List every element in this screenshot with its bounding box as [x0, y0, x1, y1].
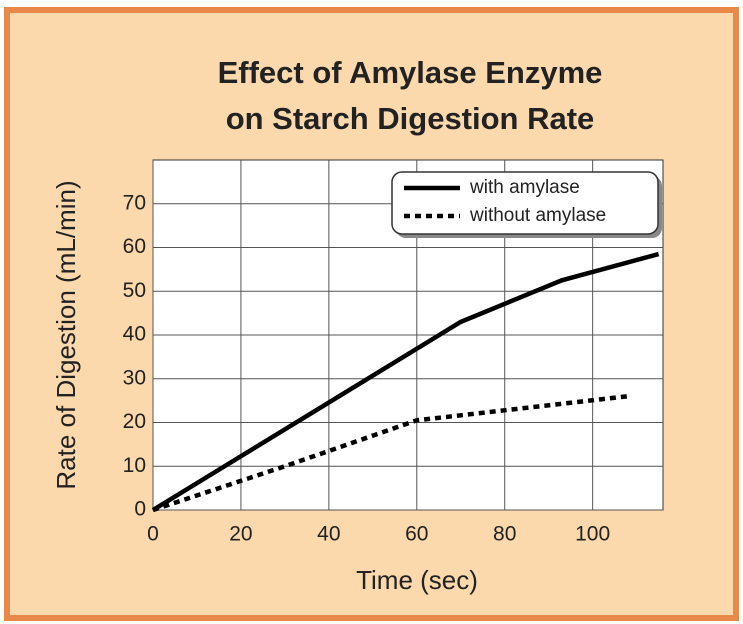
y-axis-label: Rate of Digestion (mL/min)	[51, 180, 81, 489]
data-line	[151, 251, 660, 512]
x-axis-label: Time (sec)	[356, 565, 478, 595]
y-tick-label: 30	[123, 366, 146, 389]
data-line	[152, 394, 629, 513]
x-tick-label: 100	[575, 523, 610, 546]
y-tick-label: 10	[123, 454, 146, 477]
x-tick-label: 20	[229, 523, 252, 546]
x-tick-label: 0	[147, 523, 159, 546]
y-tick-label: 60	[123, 235, 146, 258]
x-tick-label: 40	[317, 523, 340, 546]
y-tick-label: 50	[123, 279, 146, 302]
legend-label: without amylase	[469, 205, 606, 226]
x-tick-label: 80	[493, 523, 516, 546]
chart-title: on Starch Digestion Rate	[226, 101, 595, 136]
chart-title: Effect of Amylase Enzyme	[218, 55, 603, 90]
y-tick-label: 0	[134, 498, 146, 521]
y-tick-label: 70	[123, 191, 146, 214]
legend-label: with amylase	[469, 177, 580, 198]
x-tick-label: 60	[405, 523, 428, 546]
y-tick-label: 20	[123, 410, 146, 433]
y-tick-label: 40	[123, 323, 146, 346]
